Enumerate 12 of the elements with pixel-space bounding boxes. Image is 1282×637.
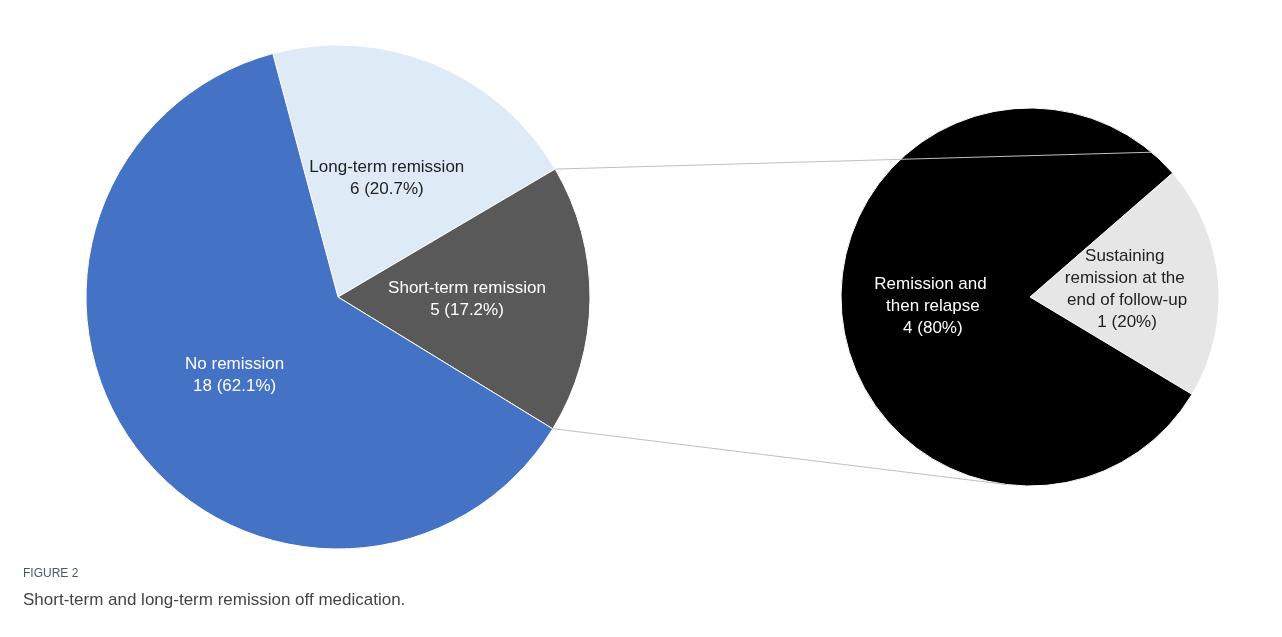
data-label: 6 (20.7%) bbox=[349, 179, 424, 199]
slice-label: Remission and then relapse bbox=[874, 274, 992, 315]
text: Short-term and long-term remission off medication. bbox=[23, 590, 406, 609]
data-label: 18 (62.1%) bbox=[193, 375, 277, 395]
data-label: 5 (17.2%) bbox=[430, 299, 504, 319]
slice-label: Sustaining remission at the end of follow-up bbox=[1064, 246, 1190, 309]
slice-label: Long-term remission bbox=[309, 157, 465, 177]
slice-label: No remission bbox=[185, 353, 285, 373]
text: FIGURE 2 bbox=[23, 566, 79, 580]
data-label: 4 (80%) bbox=[903, 318, 963, 337]
slice-label: Short-term remission bbox=[388, 277, 546, 297]
data-label: 1 (20%) bbox=[1097, 312, 1157, 331]
